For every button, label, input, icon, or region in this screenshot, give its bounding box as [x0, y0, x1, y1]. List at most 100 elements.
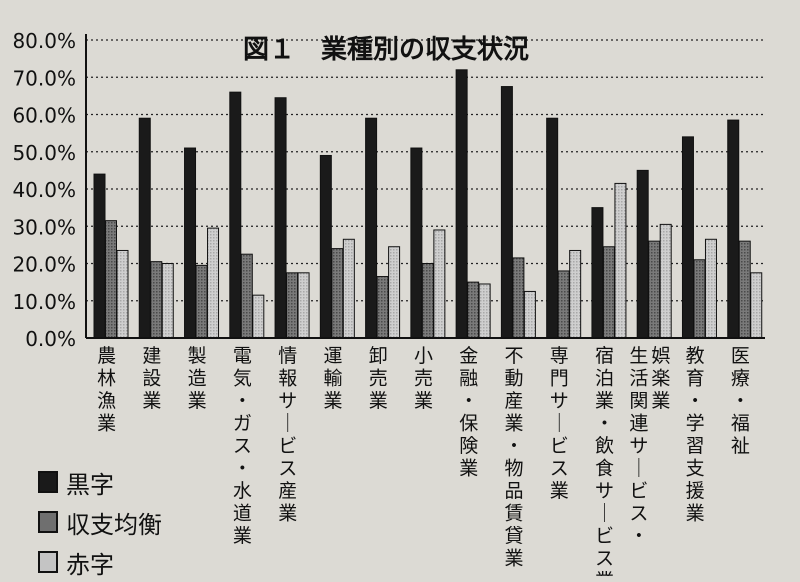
bar-balanced [421, 263, 434, 339]
category-label: 教育・学習支援業 [686, 345, 705, 525]
bar-deficit [433, 229, 446, 339]
legend-swatch [38, 511, 58, 533]
legend-label: 収支均衡 [66, 510, 162, 539]
category-label-text: 宿泊業・飲食サ｜ビス業 [595, 345, 614, 576]
category-label-text: 生活関連サ｜ビス・ [629, 345, 648, 547]
category-label-text: 卸売業 [369, 345, 388, 412]
legend-swatch [38, 471, 58, 493]
y-tick-label: 0.0% [25, 327, 76, 351]
bar-balanced [693, 259, 706, 339]
category-label-text: 教育・学習支援業 [686, 345, 705, 525]
legend-swatch [38, 551, 58, 573]
legend-item-surplus: 黒字 [38, 462, 162, 502]
bar-surplus [365, 117, 378, 339]
bar-balanced [512, 257, 525, 339]
y-tick-label: 50.0% [12, 141, 76, 165]
bar-deficit [750, 272, 763, 339]
bar-surplus [229, 91, 242, 339]
bar-deficit [116, 249, 129, 339]
bar-deficit [614, 182, 627, 339]
category-label-text: 不動産業・物品賃貸業 [505, 345, 524, 570]
category-label: 小売業 [414, 345, 433, 412]
legend-label: 赤字 [66, 550, 114, 579]
bar-deficit [704, 238, 717, 339]
y-tick-label: 60.0% [12, 104, 76, 128]
legend: 黒字 収支均衡 赤字 [38, 462, 162, 582]
bar-deficit [207, 227, 220, 339]
bar-surplus [681, 136, 694, 339]
legend-item-deficit: 赤字 [38, 542, 162, 582]
category-label-text: 娯楽業 [651, 345, 670, 412]
bar-surplus [591, 207, 604, 339]
category-label-text: 運輸業 [323, 345, 342, 412]
category-label: 情報サ｜ビス産業 [278, 345, 297, 525]
category-label: 不動産業・物品賃貸業 [505, 345, 524, 570]
chart-title: 図１ 業種別の収支状況 [243, 35, 529, 65]
bar-balanced [331, 248, 344, 339]
category-label-text: 医療・福祉 [731, 345, 750, 457]
category-labels: 農林漁業 建設業 製造業 電気・ガス・水道業 情報サ｜ビス産業 運輸業 卸売業 小売業 金融・保… [97, 345, 750, 576]
bar-surplus [184, 147, 197, 339]
bar-surplus [636, 169, 649, 339]
bar-surplus [138, 117, 151, 339]
bar-surplus [727, 119, 740, 339]
y-tick-label: 30.0% [12, 215, 76, 239]
category-label: 運輸業 [323, 345, 342, 412]
category-label: 建設業 [142, 345, 161, 412]
bar-surplus [546, 117, 559, 339]
bar-surplus [93, 173, 106, 339]
bar-surplus [455, 69, 468, 339]
bar-surplus [410, 147, 423, 339]
y-tick-label: 80.0% [12, 29, 76, 53]
bar-balanced [195, 264, 208, 339]
category-label: 製造業 [188, 345, 207, 412]
y-tick-label: 20.0% [12, 253, 76, 277]
bar-balanced [648, 240, 661, 339]
bar-surplus [319, 154, 332, 339]
category-label-text: 電気・ガス・水道業 [233, 345, 252, 547]
category-label-text: 金融・保険業 [459, 345, 478, 480]
y-axis-ticks: 0.0% 10.0% 20.0% 30.0% 40.0% 50.0% 60.0% 70.0% 8… [12, 29, 76, 351]
category-label: 卸売業 [369, 345, 388, 412]
y-tick-label: 10.0% [12, 290, 76, 314]
category-label-text: 農林漁業 [97, 345, 116, 435]
bar-deficit [342, 238, 355, 339]
bar-balanced [467, 281, 480, 339]
bar-balanced [240, 253, 253, 339]
category-label-text: 製造業 [188, 345, 207, 412]
category-label: 金融・保険業 [459, 345, 478, 480]
bar-balanced [150, 261, 163, 339]
bar-balanced [286, 272, 299, 339]
category-label: 宿泊業・飲食サ｜ビス業 [595, 345, 614, 576]
bar-deficit [252, 294, 265, 339]
y-tick-label: 70.0% [12, 66, 76, 90]
bar-deficit [569, 249, 582, 339]
category-label: 電気・ガス・水道業 [233, 345, 252, 547]
bar-deficit [388, 246, 401, 339]
category-label-text: 建設業 [142, 345, 161, 412]
category-label: 専門サ｜ビス業 [550, 345, 569, 502]
bar-surplus [500, 86, 513, 339]
category-label: 農林漁業 [97, 345, 116, 435]
legend-label: 黒字 [66, 470, 114, 499]
bar-deficit [161, 263, 174, 339]
bar-deficit [659, 223, 672, 339]
legend-item-balanced: 収支均衡 [38, 502, 162, 542]
bars [93, 69, 763, 339]
category-label-text: 専門サ｜ビス業 [550, 345, 569, 502]
bar-deficit [523, 290, 536, 339]
category-label: 生活関連サ｜ビス・娯楽業 [629, 345, 670, 547]
category-label-text: 情報サ｜ビス産業 [278, 345, 297, 525]
bar-balanced [376, 276, 389, 339]
category-label-text: 小売業 [414, 345, 433, 412]
y-tick-label: 40.0% [12, 178, 76, 202]
axes [85, 34, 765, 339]
bar-balanced [105, 220, 117, 339]
bar-balanced [602, 246, 615, 339]
category-label: 医療・福祉 [731, 345, 750, 457]
bar-balanced [738, 240, 751, 339]
bar-surplus [274, 97, 287, 339]
bar-balanced [557, 270, 570, 339]
bar-deficit [297, 272, 310, 339]
